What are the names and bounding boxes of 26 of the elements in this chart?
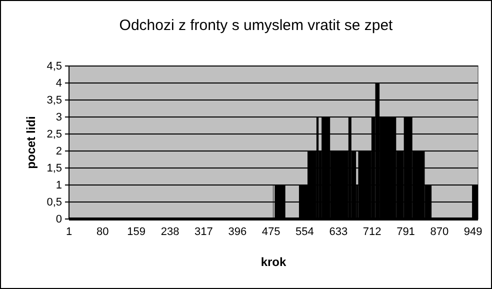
y-tick-label: 0,5 bbox=[46, 196, 62, 209]
x-tick-label: 317 bbox=[194, 226, 213, 238]
x-tick-label: 949 bbox=[464, 226, 482, 238]
chart-title: Odchozi z fronty s umyslem vratit se zpet bbox=[119, 17, 394, 34]
y-tick-label: 4,5 bbox=[46, 60, 62, 73]
x-tick-label: 712 bbox=[362, 226, 382, 238]
y-tick-label: 2,5 bbox=[46, 128, 62, 141]
x-tick-label: 633 bbox=[329, 226, 348, 238]
y-axis-title: pocet lidi bbox=[24, 116, 38, 169]
x-tick-label: 238 bbox=[160, 226, 180, 238]
y-tick-label: 1 bbox=[56, 180, 62, 192]
y-tick-label: 4 bbox=[56, 78, 62, 90]
x-tick-label: 80 bbox=[96, 226, 109, 238]
y-tick-label: 3,5 bbox=[46, 94, 62, 107]
y-tick-label: 3 bbox=[56, 112, 62, 124]
x-tick-label: 870 bbox=[430, 226, 449, 238]
x-tick-label: 159 bbox=[127, 226, 146, 238]
x-axis-title: krok bbox=[260, 255, 286, 269]
x-tick-label: 475 bbox=[262, 226, 280, 238]
y-tick-label: 0 bbox=[56, 214, 62, 226]
y-tick-label: 2 bbox=[56, 146, 62, 158]
x-tick-label: 554 bbox=[296, 226, 314, 238]
x-tick-label: 791 bbox=[396, 226, 415, 238]
x-tick-label: 1 bbox=[66, 226, 72, 238]
x-tick-label: 396 bbox=[228, 226, 247, 238]
y-tick-label: 1,5 bbox=[46, 162, 62, 175]
